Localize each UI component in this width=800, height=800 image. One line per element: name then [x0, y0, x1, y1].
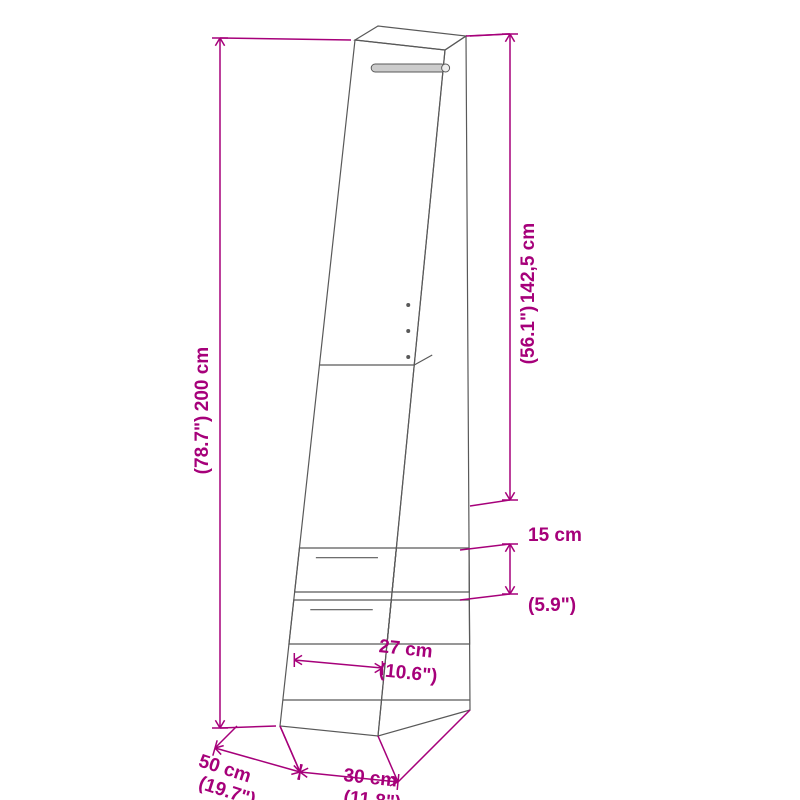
svg-text:142,5 cm: 142,5 cm [518, 223, 539, 303]
svg-text:(10.6"): (10.6") [378, 660, 439, 687]
svg-text:(5.9"): (5.9") [528, 595, 576, 616]
svg-text:(56.1"): (56.1") [518, 306, 539, 365]
svg-text:200 cm: 200 cm [192, 347, 213, 411]
svg-text:(78.7"): (78.7") [192, 416, 213, 475]
svg-text:15 cm: 15 cm [528, 525, 582, 546]
svg-text:27 cm: 27 cm [378, 636, 434, 663]
